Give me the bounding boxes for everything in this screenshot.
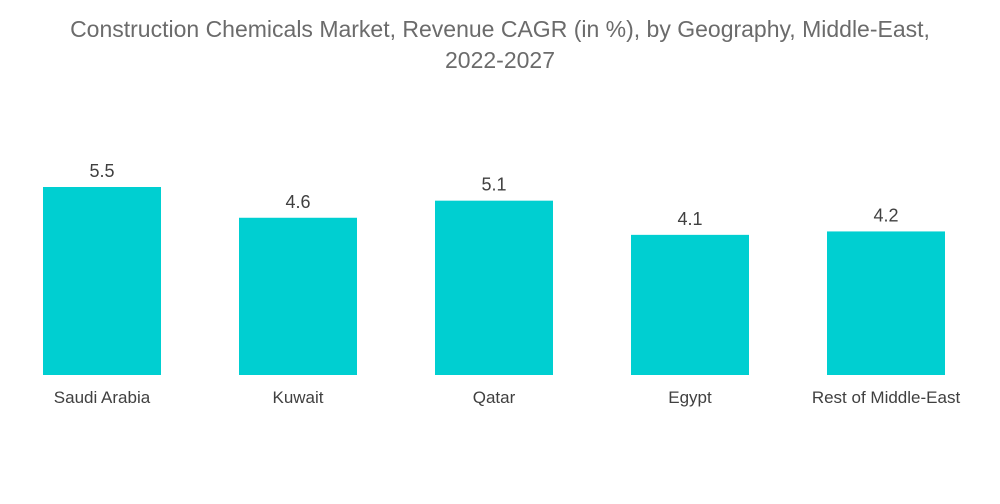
bars-group xyxy=(43,187,945,375)
x-tick-labels-group: Saudi Arabia Kuwait Qatar Egypt Rest of Midd… xyxy=(54,388,961,407)
bar-qatar xyxy=(435,200,553,375)
value-label: 5.5 xyxy=(89,161,114,181)
value-labels-group: 5.5 4.6 5.1 4.1 4.2 xyxy=(89,161,898,229)
bar-egypt xyxy=(631,234,749,375)
bar-saudi-arabia xyxy=(43,187,161,375)
x-tick-label: Saudi Arabia xyxy=(54,388,151,407)
chart-title: Construction Chemicals Market, Revenue C… xyxy=(0,14,1000,76)
bar-kuwait xyxy=(239,217,357,375)
x-tick-label: Qatar xyxy=(473,388,516,407)
chart-title-line-1: Construction Chemicals Market, Revenue C… xyxy=(70,16,930,42)
bar-rest-of-middle-east xyxy=(827,231,945,375)
x-tick-label: Kuwait xyxy=(272,388,323,407)
x-tick-label: Rest of Middle-East xyxy=(812,388,961,407)
chart-title-line-2: 2022-2027 xyxy=(445,47,555,73)
value-label: 5.1 xyxy=(481,175,506,195)
x-tick-label: Egypt xyxy=(668,388,712,407)
value-label: 4.6 xyxy=(285,192,310,212)
value-label: 4.1 xyxy=(677,209,702,229)
value-label: 4.2 xyxy=(873,205,898,225)
